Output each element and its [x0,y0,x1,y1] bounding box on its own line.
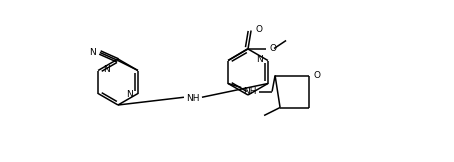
Text: N: N [103,65,110,74]
Text: O: O [313,71,320,80]
Text: NH: NH [243,87,257,96]
Text: N: N [126,90,133,99]
Text: NH: NH [186,94,200,103]
Text: O: O [255,25,262,34]
Text: N: N [256,55,263,64]
Text: O: O [269,44,276,53]
Text: N: N [89,48,96,57]
